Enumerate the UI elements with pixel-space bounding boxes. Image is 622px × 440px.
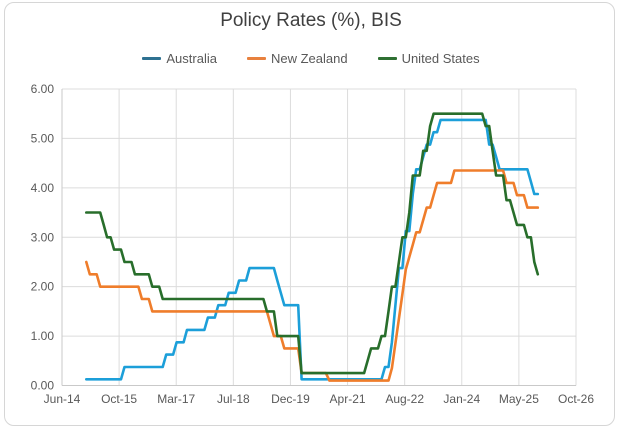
y-axis-tick-label: 6.00 [31, 82, 55, 96]
series-line-united-states [85, 112, 540, 375]
x-axis-tick-label: Dec-19 [271, 392, 310, 406]
y-axis-tick-label: 3.00 [31, 230, 55, 244]
series-line-australia [85, 118, 540, 381]
series-line-new-zealand [85, 169, 540, 382]
legend-label-united-states: United States [401, 51, 480, 66]
x-axis-tick-label: Oct-15 [101, 392, 137, 406]
legend-swatch-new-zealand [246, 57, 266, 60]
legend-label-new-zealand: New Zealand [270, 51, 348, 66]
x-axis-tick-label: Oct-26 [558, 392, 594, 406]
x-axis-tick-label: Aug-22 [385, 392, 424, 406]
legend-item-australia: Australia [142, 51, 217, 66]
x-axis-tick-label: Jan-24 [443, 392, 480, 406]
legend-item-new-zealand: New Zealand [246, 51, 348, 66]
y-axis-tick-label: 5.00 [31, 131, 55, 145]
x-axis-tick-label: Jul-18 [217, 392, 250, 406]
legend-item-united-states: United States [377, 51, 480, 66]
chart-title: Policy Rates (%), BIS [220, 10, 402, 31]
legend-label-australia: Australia [166, 51, 217, 66]
x-axis-tick-label: Jun-14 [44, 392, 81, 406]
y-axis-tick-label: 4.00 [31, 181, 55, 195]
y-axis-tick-label: 2.00 [31, 280, 55, 294]
x-axis-tick-label: Mar-17 [157, 392, 195, 406]
y-axis-tick-label: 1.00 [31, 329, 55, 343]
chart-legend: Australia New Zealand United States [0, 51, 622, 66]
legend-swatch-australia [142, 57, 162, 60]
legend-swatch-united-states [377, 57, 397, 60]
y-axis-tick-label: 0.00 [31, 379, 55, 393]
x-axis-tick-label: Apr-21 [330, 392, 366, 406]
x-axis-tick-label: May-25 [499, 392, 539, 406]
